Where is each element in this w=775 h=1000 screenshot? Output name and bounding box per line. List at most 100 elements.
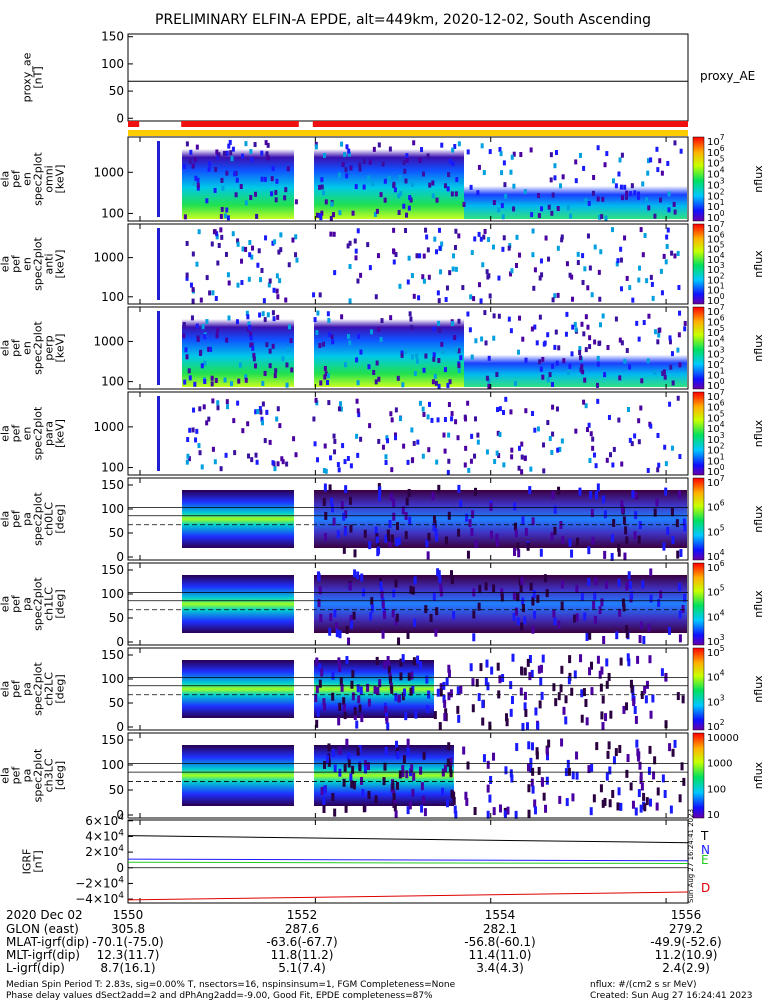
igrf-ylabel-line: [nT] bbox=[32, 850, 45, 872]
energy-panel-0-cell bbox=[228, 140, 232, 146]
energy-panel-0-cell bbox=[377, 142, 381, 148]
energy-panel-1-cell bbox=[346, 243, 350, 249]
energy-panel-0-cell bbox=[503, 182, 507, 188]
pitch-panel-0-cell bbox=[617, 543, 621, 552]
energy-panel-1-cell bbox=[376, 253, 380, 259]
pitch-panel-3-cell bbox=[395, 781, 399, 790]
energy-panel-1-cell bbox=[514, 262, 518, 268]
pitch-panel-0-cell bbox=[474, 540, 478, 549]
pitch-panel-3-cell bbox=[406, 806, 410, 815]
pitch-panel-3-cell bbox=[338, 746, 342, 755]
pitch-panel-3-ylabel-line: pa bbox=[21, 769, 34, 783]
energy-panel-0-cell bbox=[322, 152, 326, 158]
energy-panel-2-cell bbox=[377, 376, 381, 382]
energy-panel-0-cell bbox=[338, 210, 342, 216]
pitch-panel-3-cell bbox=[412, 772, 416, 781]
energy-panel-0-cell bbox=[253, 142, 257, 148]
energy-panel-0-colorbar-tick: 100 bbox=[707, 209, 725, 224]
pitch-panel-0-ylabel-line: ela bbox=[0, 511, 12, 528]
energy-panel-2-cell bbox=[441, 348, 445, 354]
pitch-panel-3-cell bbox=[605, 772, 609, 781]
pitch-panel-0-cell bbox=[396, 522, 400, 531]
pitch-panel-2-cell bbox=[554, 698, 558, 707]
energy-panel-3-cell bbox=[278, 423, 282, 429]
energy-panel-1-cell bbox=[599, 249, 603, 255]
pitch-panel-3-fill bbox=[314, 745, 454, 806]
pitch-panel-3-cell bbox=[648, 798, 652, 807]
energy-panel-2-cell bbox=[653, 369, 657, 375]
pitch-panel-2-cell bbox=[342, 697, 346, 706]
energy-panel-2-cell bbox=[657, 332, 661, 338]
energy-panel-2-cell bbox=[437, 357, 441, 363]
pitch-panel-1-cell bbox=[319, 614, 323, 623]
pitch-panel-0-cell bbox=[677, 490, 681, 499]
pitch-panel-1-cell bbox=[397, 637, 401, 646]
pitch-panel-3-cell bbox=[443, 764, 447, 773]
energy-panel-2-cell bbox=[492, 335, 496, 341]
pitch-panel-2-colorbar-tick: 104 bbox=[707, 669, 725, 684]
pitch-panel-3-ylabel-line: [deg] bbox=[54, 761, 67, 790]
igrf-legend-N: N bbox=[701, 843, 710, 857]
energy-panel-1-cell bbox=[665, 243, 669, 249]
energy-panel-2-cell bbox=[271, 310, 275, 316]
energy-panel-1-cell bbox=[404, 228, 408, 234]
energy-panel-0-cell bbox=[331, 212, 335, 218]
energy-panel-1-cell bbox=[422, 253, 426, 259]
pitch-panel-3-cell bbox=[383, 762, 387, 771]
energy-panel-2-cell bbox=[276, 314, 280, 320]
energy-panel-0-cell bbox=[529, 147, 533, 153]
energy-panel-2-cell bbox=[670, 351, 674, 357]
energy-panel-2-cell bbox=[546, 332, 550, 338]
energy-panel-3-cell bbox=[232, 418, 236, 424]
energy-panel-2-cell bbox=[188, 375, 192, 381]
energy-panel-3-cell bbox=[609, 452, 613, 458]
pitch-panel-1-cell bbox=[317, 599, 321, 608]
energy-panel-0-cell bbox=[192, 180, 196, 186]
energy-panel-0-cell bbox=[578, 152, 582, 158]
energy-panel-1-cell bbox=[586, 233, 590, 239]
pitch-panel-3-cell bbox=[542, 792, 546, 801]
pitch-panel-2-colorbar-tick: 105 bbox=[707, 644, 725, 659]
energy-panel-2-cell bbox=[485, 375, 489, 381]
pitch-panel-3-cell bbox=[575, 771, 579, 780]
pitch-panel-0-cell bbox=[322, 497, 326, 506]
pitch-panel-0-cell bbox=[465, 513, 469, 522]
energy-panel-2-cell bbox=[245, 310, 249, 316]
pitch-panel-3-cell bbox=[541, 778, 545, 787]
pitch-panel-2-colorbar bbox=[692, 647, 705, 731]
energy-panel-0-cell bbox=[656, 167, 660, 173]
energy-panel-0-cell bbox=[157, 141, 160, 217]
energy-panel-3-ytick-label: 1000 bbox=[93, 420, 124, 434]
pitch-panel-2-cell bbox=[582, 688, 586, 697]
energy-panel-1-cell bbox=[417, 295, 421, 301]
pitch-panel-0-cell bbox=[625, 536, 629, 545]
pitch-panel-2-cell bbox=[447, 669, 451, 678]
pitch-panel-3-cell bbox=[405, 770, 409, 779]
energy-panel-3-cell bbox=[349, 463, 353, 469]
energy-panel-0-cell bbox=[618, 157, 622, 163]
pitch-panel-2-cell bbox=[488, 721, 492, 730]
pitch-panel-2-cell bbox=[627, 658, 631, 667]
pitch-panel-0-cell bbox=[348, 496, 352, 505]
ephemeris-label: GLON (east) bbox=[6, 922, 79, 936]
status-bar-segment bbox=[312, 121, 688, 127]
energy-panel-3-cell bbox=[649, 423, 653, 429]
pitch-panel-0-cell bbox=[340, 501, 344, 510]
energy-panel-3-cell bbox=[510, 454, 514, 460]
energy-panel-2-cell bbox=[642, 320, 646, 326]
energy-panel-1-colorbar-tick: 106 bbox=[707, 230, 725, 245]
pitch-panel-1-cell bbox=[338, 630, 342, 639]
pitch-panel-3-cell bbox=[384, 746, 388, 755]
energy-panel-2-cell bbox=[598, 322, 602, 328]
pitch-panel-3-cell bbox=[669, 805, 673, 814]
energy-panel-2-cell bbox=[620, 340, 624, 346]
energy-panel-3-cell bbox=[427, 447, 431, 453]
pitch-panel-2-cell bbox=[315, 685, 319, 694]
energy-panel-3-cell bbox=[315, 400, 319, 406]
energy-panel-0-cell bbox=[219, 213, 223, 219]
energy-panel-0-cell bbox=[388, 146, 392, 152]
energy-panel-0-cell bbox=[431, 193, 435, 199]
ephemeris-value: 305.8 bbox=[111, 922, 145, 936]
energy-panel-3-cell bbox=[337, 406, 341, 412]
